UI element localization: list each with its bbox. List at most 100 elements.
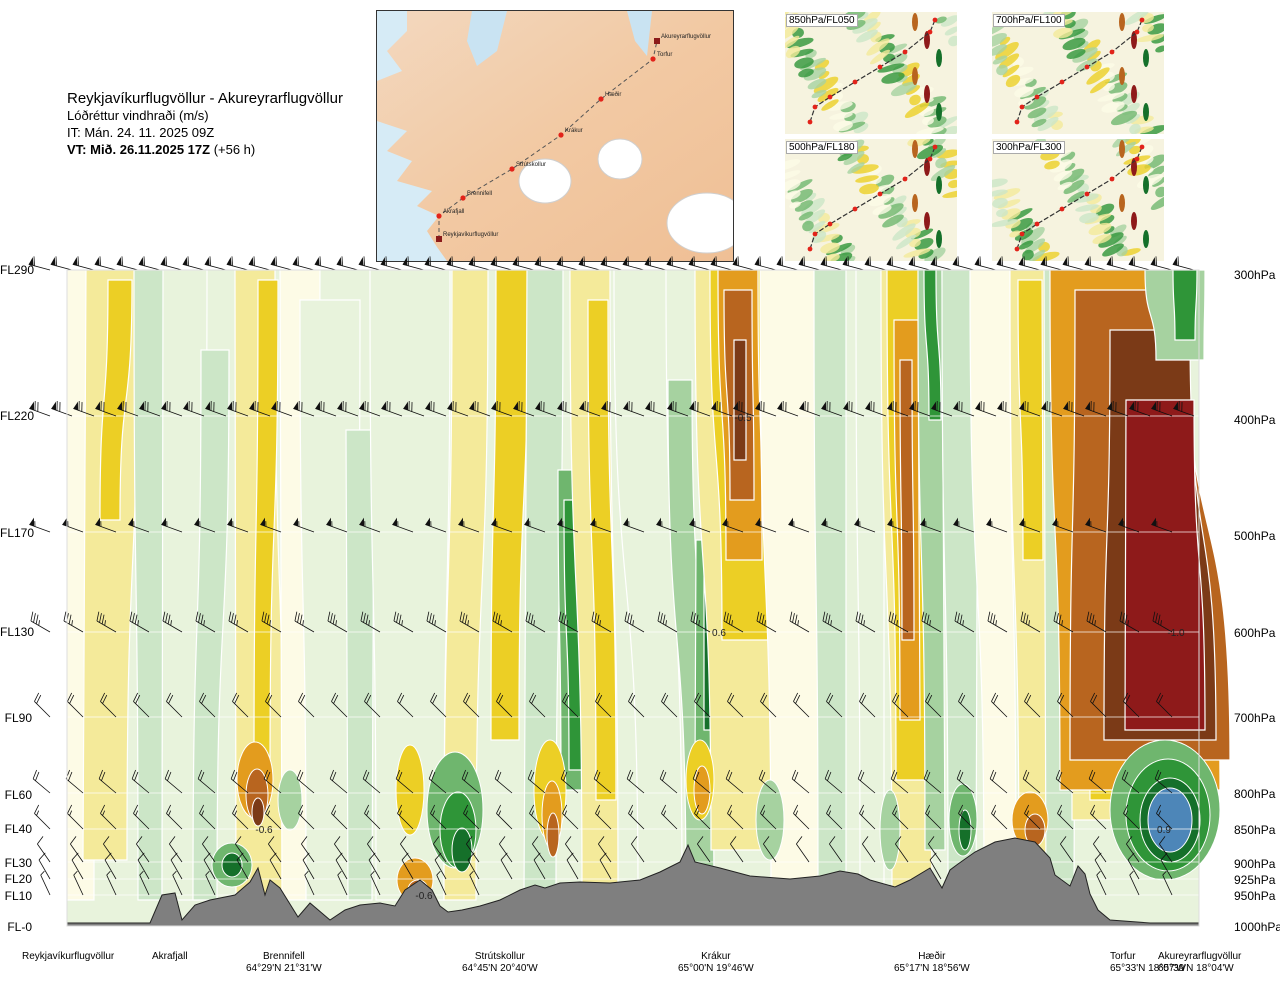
wind-barb-pennant [864, 257, 870, 266]
wind-barb-feather [275, 256, 277, 266]
thumbnail-waypoint-marker [1014, 119, 1020, 125]
wind-barb [1096, 870, 1107, 896]
wind-barb [623, 517, 645, 533]
thumbnail-field-patch [787, 179, 813, 193]
thumbnail-field-patch [924, 247, 946, 261]
wind-barb-feather [991, 804, 997, 814]
map-airport-marker [436, 236, 442, 242]
wind-barb-feather [760, 401, 762, 411]
wind-barb-pennant [777, 401, 783, 411]
wind-barb [293, 517, 315, 533]
wind-barb [730, 836, 744, 863]
wind-barb-feather [661, 804, 667, 814]
wind-barb-feather [37, 836, 44, 845]
wind-barb-staff [1024, 813, 1041, 830]
wind-barb [50, 256, 73, 271]
wind-barb [956, 769, 975, 794]
wind-barb-staff [137, 859, 150, 880]
wind-barb-pennant [72, 257, 78, 266]
wind-barb-feather [1091, 771, 1096, 781]
wind-barb-staff [38, 859, 51, 880]
wind-barb [756, 611, 777, 633]
wind-barb-feather [1056, 613, 1059, 623]
wind-barb-staff [161, 524, 183, 533]
map-waypoint-label: Hæðir [605, 91, 621, 98]
wind-barb [397, 692, 414, 718]
wind-barb-staff [1127, 859, 1140, 880]
wind-barb-staff [821, 408, 843, 417]
map-waypoint-marker [558, 132, 564, 138]
wind-barb-feather [727, 521, 729, 527]
wind-barb-staff [494, 778, 513, 794]
wind-barb [1085, 517, 1107, 533]
wind-barb-staff [395, 778, 414, 794]
wind-barb-feather [795, 810, 799, 816]
wind-barb-feather [1111, 256, 1113, 266]
wind-barb [131, 769, 150, 794]
wind-barb-staff [265, 701, 282, 718]
wind-barb-pennant [799, 401, 805, 411]
wind-barb-staff [560, 778, 579, 794]
wind-barb-feather [331, 521, 333, 527]
thumbnail-field-patch [805, 192, 817, 202]
wind-barb-pennant [270, 257, 276, 266]
wind-barb-feather [462, 613, 465, 623]
wind-barb-pennant [920, 517, 926, 527]
wind-barb-feather [629, 771, 634, 781]
thumbnail-500hpa[interactable]: 500hPa/FL180 [785, 139, 957, 261]
wind-barb [293, 401, 315, 417]
wind-barb-staff [624, 620, 645, 633]
wind-barb-feather [632, 620, 634, 626]
wind-barb-pennant [117, 401, 123, 411]
wind-barb [358, 256, 381, 271]
chart-title: Reykjavíkurflugvöllur - Akureyrarflugvöl… [67, 90, 343, 107]
wind-barb-feather [1094, 620, 1096, 626]
wind-barb-pennant [138, 257, 144, 266]
wind-barb-feather [400, 836, 407, 845]
wind-barb [908, 256, 931, 271]
wind-barb-feather [1020, 611, 1024, 622]
wind-barb-staff [364, 701, 381, 718]
wind-barb-feather [1053, 611, 1057, 622]
flight-level-label: FL170 [0, 526, 35, 540]
wind-barb-pennant [160, 257, 166, 266]
wind-barb [298, 692, 315, 718]
wind-barb-feather [626, 769, 632, 780]
wind-barb [1084, 256, 1107, 271]
wind-barb-feather [474, 401, 476, 411]
thumbnail-700hpa[interactable]: 700hPa/FL100 [992, 12, 1164, 134]
wind-barb-staff [430, 701, 447, 718]
wind-barb-feather [467, 852, 475, 861]
thumbnail-field-patch [1143, 49, 1149, 67]
wind-barb-feather [167, 771, 172, 781]
wind-barb-staff [393, 620, 414, 633]
wind-barb-staff [991, 813, 1008, 830]
thumbnail-field-patch [1037, 116, 1059, 132]
wind-barb-pennant [227, 517, 233, 527]
thumbnail-300hpa[interactable]: 300hPa/FL300 [992, 139, 1164, 261]
wind-barb-feather [1129, 870, 1134, 876]
wind-barb [1123, 692, 1140, 718]
wind-barb [755, 517, 777, 533]
thumbnail-field-patch [868, 193, 892, 207]
wind-barb-staff [1020, 620, 1041, 633]
wind-barb-feather [297, 613, 300, 623]
wind-barb [758, 769, 777, 794]
thumbnail-field-patch [992, 197, 1008, 209]
thumbnail-field-patch [935, 16, 947, 24]
flight-level-label: FL220 [0, 409, 35, 423]
wind-barb-staff [96, 620, 117, 633]
wind-barb-feather [38, 620, 40, 626]
vertical-velocity-band [587, 299, 617, 801]
wind-barb-feather [914, 401, 916, 411]
thumbnail-waypoint-marker [1109, 176, 1115, 182]
vertical-velocity-cell [755, 779, 785, 861]
wind-barb-feather [715, 256, 717, 266]
thumbnail-field-patch [942, 190, 957, 198]
wind-barb-feather [103, 836, 110, 845]
wind-barb [631, 836, 645, 863]
wind-barb-feather [330, 613, 333, 623]
thumbnail-850hpa[interactable]: 850hPa/FL050 [785, 12, 957, 134]
thumbnail-field-patch [936, 176, 942, 194]
wind-barb-pennant [1106, 257, 1112, 266]
